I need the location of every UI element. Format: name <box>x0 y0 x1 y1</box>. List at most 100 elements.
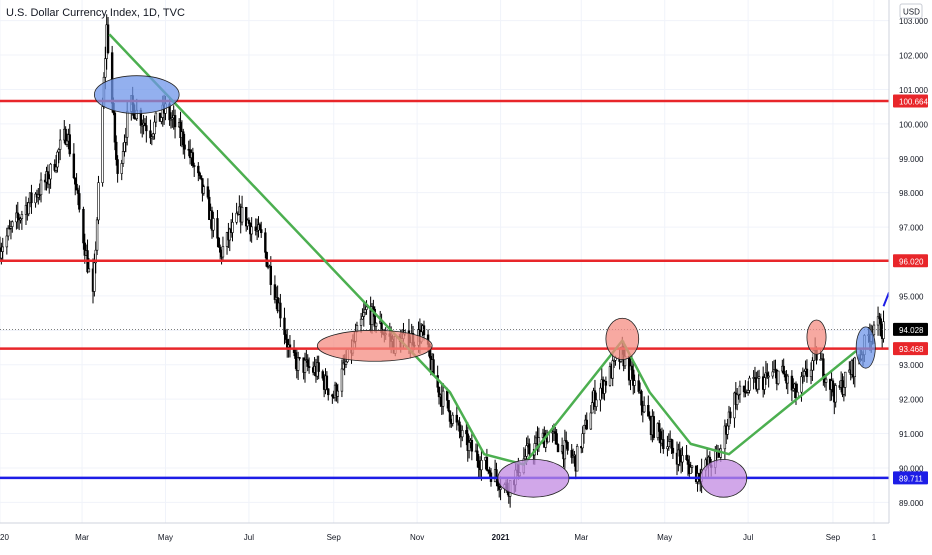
candle <box>182 128 185 155</box>
candle-body <box>800 376 803 393</box>
candle-body <box>652 416 655 438</box>
candle <box>206 178 210 200</box>
candle-body <box>113 112 117 143</box>
candle-body <box>786 375 789 384</box>
candle <box>782 358 785 375</box>
ellipse-purple[interactable] <box>497 458 570 498</box>
price-tick-label: 90.000 <box>899 464 924 473</box>
candle <box>247 217 251 225</box>
candle-body <box>231 221 234 233</box>
candle <box>121 142 125 167</box>
candle <box>786 373 789 395</box>
candle <box>106 17 110 55</box>
projection-arrow[interactable] <box>882 292 890 307</box>
candle-body <box>422 325 426 336</box>
candle-body <box>640 390 643 406</box>
price-axis[interactable]: 103.000 102.000 101.000 100.000 99.000 98.000… <box>888 0 932 550</box>
candle <box>250 217 253 243</box>
candle-body <box>803 371 806 377</box>
candle <box>466 422 469 462</box>
candle-body <box>298 357 301 359</box>
ellipse-blue[interactable] <box>93 75 180 114</box>
candle <box>555 429 558 445</box>
price-tag-red-bg <box>893 94 928 108</box>
trend-lines[interactable] <box>108 33 890 466</box>
candle <box>116 155 119 183</box>
candle-body <box>75 183 78 191</box>
candle <box>235 202 238 225</box>
candle-body <box>686 459 690 465</box>
candle-body <box>441 390 445 407</box>
candle <box>671 439 675 459</box>
candle-body <box>777 370 780 384</box>
chart-title: U.S. Dollar Currency Index, 1D, TVC <box>6 7 185 19</box>
candle <box>373 306 376 332</box>
candle <box>451 412 454 427</box>
candle <box>197 162 200 182</box>
candle-body <box>57 149 61 153</box>
candle <box>145 115 148 143</box>
trend-line[interactable] <box>108 33 857 466</box>
candle-body <box>633 380 636 386</box>
candle <box>640 389 643 416</box>
candle-body <box>206 186 210 198</box>
candle <box>685 445 688 461</box>
candle <box>202 184 205 196</box>
candle <box>212 211 215 238</box>
ellipse-red[interactable] <box>605 317 640 360</box>
candle <box>94 241 97 274</box>
candle-body <box>372 306 375 310</box>
candle-body <box>581 433 584 449</box>
candle-body <box>20 214 24 219</box>
candle-body <box>116 159 119 174</box>
currency-button[interactable] <box>899 3 923 19</box>
candle <box>75 173 78 191</box>
candle-body <box>1 246 4 252</box>
candle <box>882 310 885 343</box>
time-tick-label: Mar <box>75 533 89 542</box>
horizontal-lines[interactable] <box>0 99 889 480</box>
price-tick-label: 95.000 <box>899 292 924 301</box>
candle-body <box>307 366 311 368</box>
ellipse-purple[interactable] <box>699 458 748 498</box>
candle <box>221 236 225 260</box>
candle-body <box>437 386 441 398</box>
candle <box>470 431 474 461</box>
ellipses[interactable] <box>93 75 876 498</box>
candle <box>5 227 9 255</box>
candle <box>191 147 195 168</box>
candle-body <box>451 414 454 424</box>
time-axis[interactable]: 2020 Mar May Jul Sep Nov 2021 Mar May Jul Sep 1 <box>0 522 889 550</box>
candle <box>767 371 770 388</box>
candle-body <box>125 111 129 138</box>
ellipse-red[interactable] <box>316 329 433 362</box>
candle-body <box>667 441 671 448</box>
candle-body <box>39 179 43 196</box>
candle-body <box>458 421 461 432</box>
candle-body <box>294 352 297 359</box>
candle-body <box>49 163 52 180</box>
candle <box>570 444 573 464</box>
candle <box>735 387 739 411</box>
ellipse-blue[interactable] <box>855 326 876 369</box>
candle <box>340 359 344 398</box>
candle <box>777 370 780 386</box>
candle <box>16 201 19 229</box>
price-tick-label: 103.000 <box>899 17 928 26</box>
candle-body <box>595 399 598 407</box>
candle <box>188 139 192 165</box>
ellipse-red[interactable] <box>806 319 827 355</box>
candle-body <box>56 151 59 168</box>
candle <box>485 448 489 472</box>
candle-body <box>151 133 155 137</box>
candle <box>120 159 123 181</box>
candle-body <box>104 58 107 78</box>
time-tick-label: May <box>158 533 173 542</box>
candle-body <box>589 412 593 430</box>
candle <box>39 172 43 203</box>
candle <box>611 351 614 387</box>
candle <box>844 371 847 397</box>
price-tick-label: 99.000 <box>899 155 924 164</box>
